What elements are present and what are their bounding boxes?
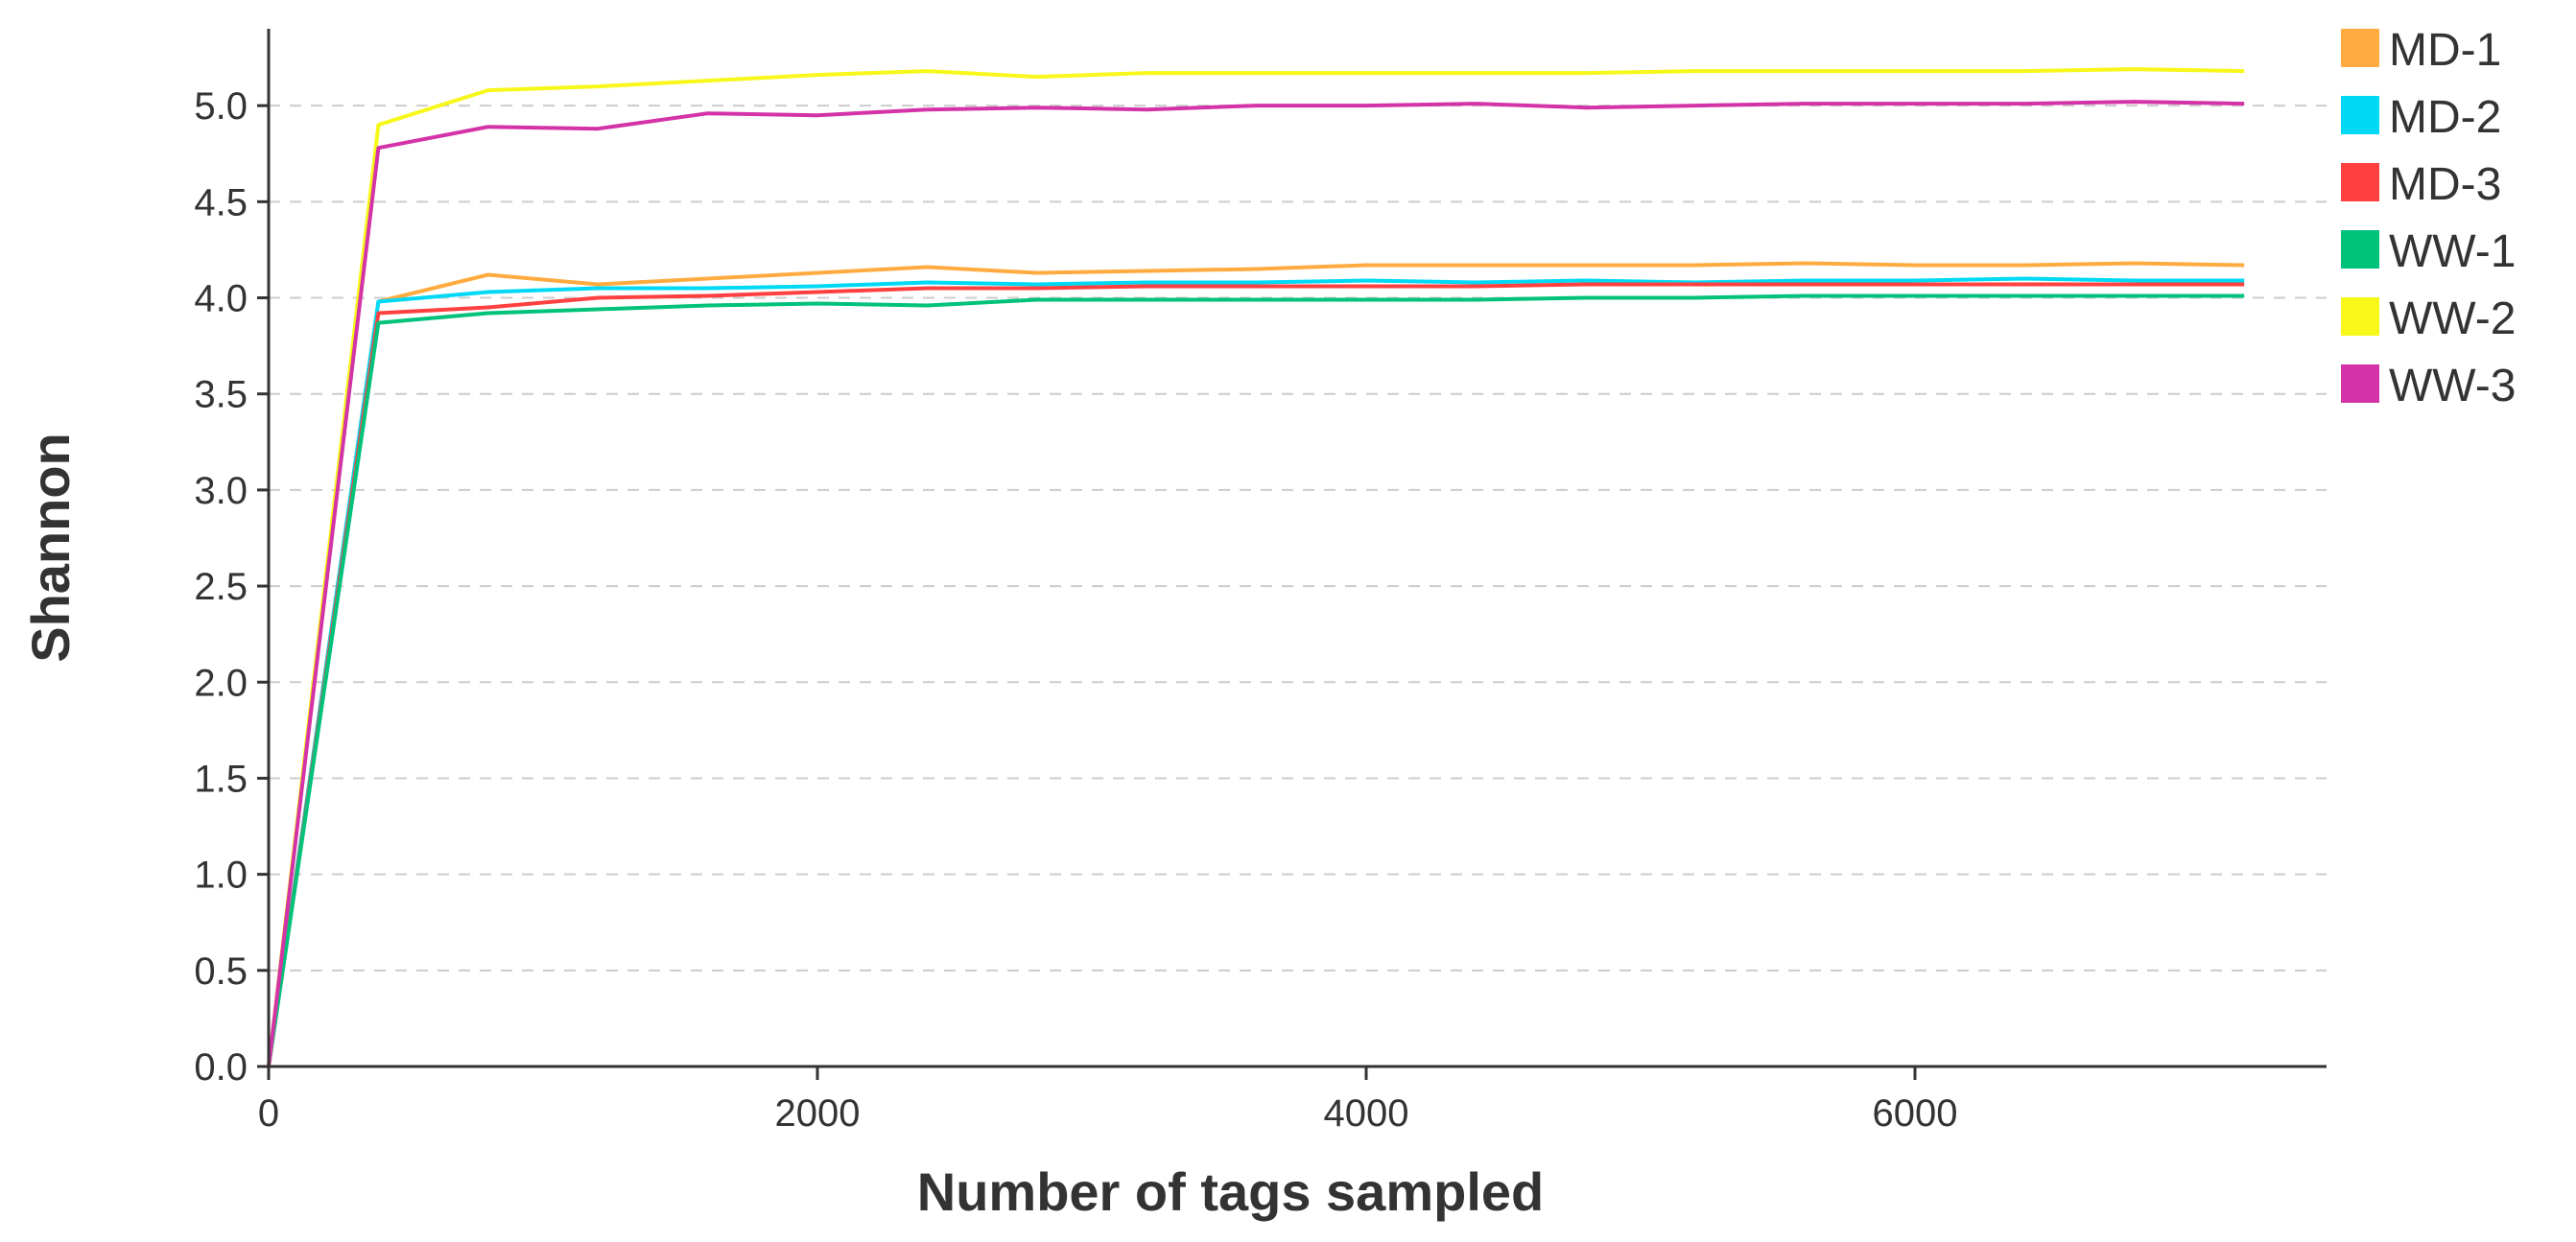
legend-label-ww-1: WW-1	[2389, 226, 2516, 277]
series-line-md-3	[267, 282, 2245, 1067]
y-axis-title: Shannon	[20, 433, 81, 663]
x-tick-label: 2000	[775, 1092, 861, 1135]
x-tick-label: 4000	[1324, 1092, 1409, 1135]
y-tick-label: 0.5	[194, 950, 248, 993]
legend-label-md-3: MD-3	[2389, 159, 2501, 210]
grid-lines	[269, 105, 2327, 972]
legend-swatch-md-2	[2341, 96, 2379, 134]
x-tick-label: 0	[258, 1092, 279, 1135]
y-tick-label: 3.5	[194, 374, 248, 416]
legend: MD-1 MD-2 MD-3 WW-1 WW-2 WW-3	[2341, 25, 2516, 411]
legend-swatch-ww-2	[2341, 297, 2379, 336]
x-axis-title: Number of tags sampled	[917, 1161, 1544, 1222]
series-line-md-2	[267, 276, 2245, 1067]
series-line-md-1	[267, 261, 2245, 1067]
y-tick-label: 4.5	[194, 181, 248, 223]
y-tick-label: 5.0	[194, 85, 248, 128]
y-tick-label: 0.0	[194, 1046, 248, 1089]
legend-swatch-md-3	[2341, 163, 2379, 201]
series-line-ww-2	[267, 67, 2245, 1067]
legend-swatch-md-1	[2341, 29, 2379, 67]
series-lines	[267, 67, 2245, 1067]
series-line-ww-3	[267, 100, 2245, 1067]
y-tick-label: 1.0	[194, 855, 248, 897]
x-tick-label: 6000	[1873, 1092, 1958, 1135]
legend-label-ww-2: WW-2	[2389, 293, 2516, 344]
legend-swatch-ww-3	[2341, 364, 2379, 403]
axes: 0.0 0.5 1.0 1.5 2.0 2.5 3.0 3.5 4.0 4.5 5.0 0 2000 40…	[194, 29, 2327, 1135]
legend-swatch-ww-1	[2341, 230, 2379, 269]
legend-label-ww-3: WW-3	[2389, 361, 2516, 411]
legend-label-md-1: MD-1	[2389, 25, 2501, 76]
y-tick-label: 2.5	[194, 566, 248, 608]
legend-label-md-2: MD-2	[2389, 92, 2501, 143]
y-tick-label: 1.5	[194, 758, 248, 800]
series-line-ww-1	[267, 293, 2245, 1067]
y-tick-label: 4.0	[194, 278, 248, 320]
y-tick-label: 2.0	[194, 662, 248, 704]
y-tick-label: 3.0	[194, 470, 248, 512]
